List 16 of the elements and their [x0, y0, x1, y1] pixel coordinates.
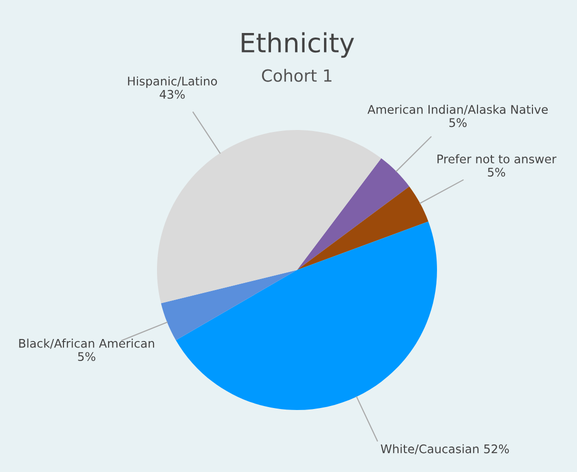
data-label: 43%: [160, 90, 185, 99]
slice-label: White/Caucasian 52%: [380, 444, 509, 454]
chart-title: Ethnicity: [242, 32, 354, 58]
pie-slice: [176, 221, 437, 410]
pie-slice: [157, 130, 382, 304]
data-label: 5%: [449, 118, 467, 128]
pie-slice: [297, 158, 410, 270]
slice-label: American Indian/Alaska Native: [368, 104, 548, 115]
pie-slice: [161, 270, 297, 340]
slice-label: Prefer not to answer: [438, 154, 556, 164]
chart-subtitle: Cohort 1: [262, 68, 332, 82]
pie-slice: [297, 186, 428, 270]
data-label: 5%: [78, 352, 96, 362]
slice-label: Hispanic/Latino: [128, 76, 217, 88]
slice-label: Black/African American: [19, 338, 154, 349]
data-label: 5%: [488, 168, 506, 177]
